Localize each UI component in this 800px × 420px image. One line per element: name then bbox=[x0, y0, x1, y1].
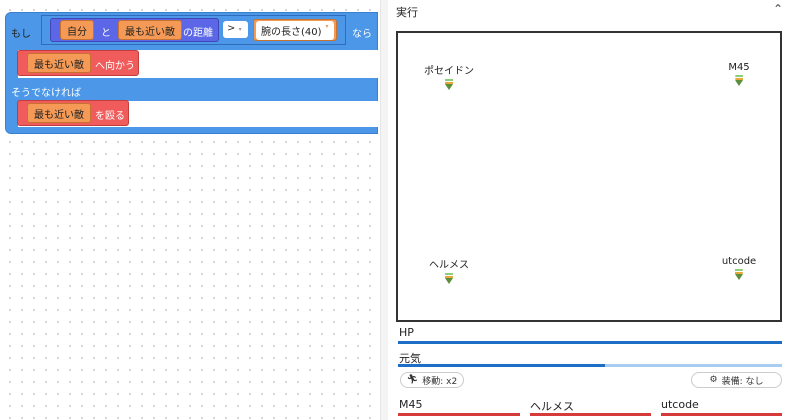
running-icon: 🏃︎ bbox=[406, 375, 419, 385]
enemy-name: utcode bbox=[661, 398, 699, 411]
arm-length-block[interactable]: 腕の長さ(40) ▾ bbox=[253, 19, 337, 41]
then-label: なら bbox=[352, 29, 372, 40]
energy-bar bbox=[398, 364, 782, 367]
hp-label: HP bbox=[399, 326, 414, 339]
enemy-hp-bar bbox=[398, 413, 520, 416]
and-label: と bbox=[101, 28, 111, 39]
character-hermes: ヘルメス bbox=[429, 256, 469, 284]
hp-bar-fill bbox=[398, 341, 782, 344]
self-block[interactable]: 自分 bbox=[60, 20, 94, 40]
character-icon bbox=[734, 75, 743, 86]
panel-title: 実行 bbox=[396, 6, 418, 19]
enemy-hp-bar bbox=[530, 413, 651, 416]
game-canvas bbox=[396, 31, 782, 322]
energy-label: 元気 bbox=[399, 352, 421, 365]
character-poseidon: ポセイドン bbox=[424, 62, 474, 90]
character-utcode: utcode bbox=[722, 256, 756, 280]
hit-label: を殴る bbox=[95, 111, 125, 122]
energy-bar-fill bbox=[398, 364, 606, 367]
else-label: そうでなければ bbox=[11, 88, 81, 99]
character-icon bbox=[735, 269, 743, 280]
character-icon bbox=[445, 79, 453, 90]
hp-bar bbox=[398, 341, 782, 344]
arm-length-dropdown[interactable]: 腕の長さ(40) ▾ bbox=[256, 20, 334, 40]
nearest-enemy-block[interactable]: 最も近い敵 bbox=[27, 53, 91, 73]
enemy-name: M45 bbox=[399, 398, 423, 411]
character-icon bbox=[445, 273, 453, 284]
enemy-name: ヘルメス bbox=[530, 400, 574, 413]
move-speed-badge: 🏃︎ 移動: x2 bbox=[400, 372, 464, 388]
if-label: もし bbox=[11, 29, 31, 40]
chevron-up-icon[interactable]: ⌃ bbox=[773, 2, 784, 16]
chevron-down-icon: ▾ bbox=[238, 26, 242, 33]
move-toward-label: へ向かう bbox=[95, 61, 135, 72]
enemy-hp-bar bbox=[661, 413, 782, 416]
character-m45: M45 bbox=[728, 62, 750, 86]
nearest-enemy-block[interactable]: 最も近い敵 bbox=[27, 103, 91, 123]
equipment-badge: ⚙ 装備: なし bbox=[691, 372, 782, 388]
workspace-scrollbar[interactable] bbox=[380, 0, 388, 420]
distance-label: の距離 bbox=[183, 28, 213, 39]
nearest-enemy-block[interactable]: 最も近い敵 bbox=[118, 20, 182, 40]
operator-dropdown[interactable]: > ▾ bbox=[223, 21, 248, 38]
chevron-down-icon: ▾ bbox=[325, 22, 329, 30]
gear-icon: ⚙ bbox=[709, 375, 718, 385]
